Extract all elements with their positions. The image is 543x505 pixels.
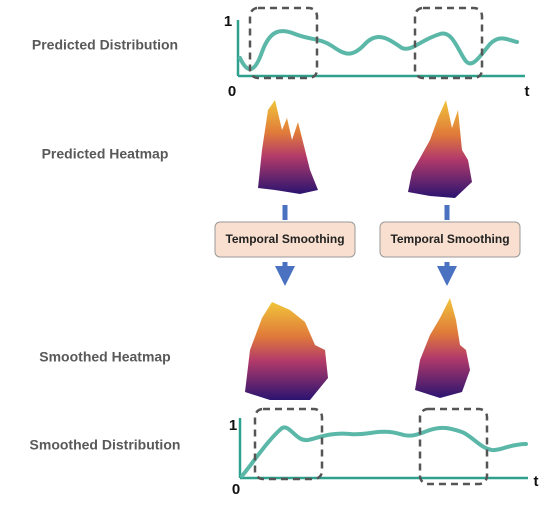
highlight-box xyxy=(248,6,319,80)
step-box xyxy=(214,221,356,258)
step-label: Temporal Smoothing xyxy=(225,232,344,246)
row-label: Predicted Distribution xyxy=(32,37,178,53)
row-label: Smoothed Distribution xyxy=(30,437,181,453)
heatmap xyxy=(258,100,318,194)
curve xyxy=(240,425,528,478)
heatmap xyxy=(245,302,328,400)
row-label: Smoothed Heatmap xyxy=(39,349,170,365)
axis-label: 0 xyxy=(228,83,236,100)
step-label: Temporal Smoothing xyxy=(390,232,509,246)
heatmap xyxy=(415,298,470,398)
axis-label: t xyxy=(525,83,530,100)
axis-label: t xyxy=(534,473,539,490)
highlight-box xyxy=(413,6,484,80)
highlight-box xyxy=(418,407,489,486)
axis-label: 1 xyxy=(224,13,232,30)
axis-label: 1 xyxy=(229,417,237,434)
row-label: Predicted Heatmap xyxy=(42,146,169,162)
highlight-box xyxy=(253,407,324,481)
curve xyxy=(238,29,519,71)
step-box xyxy=(379,221,521,258)
axis-label: 0 xyxy=(232,481,240,498)
heatmap xyxy=(408,100,472,198)
